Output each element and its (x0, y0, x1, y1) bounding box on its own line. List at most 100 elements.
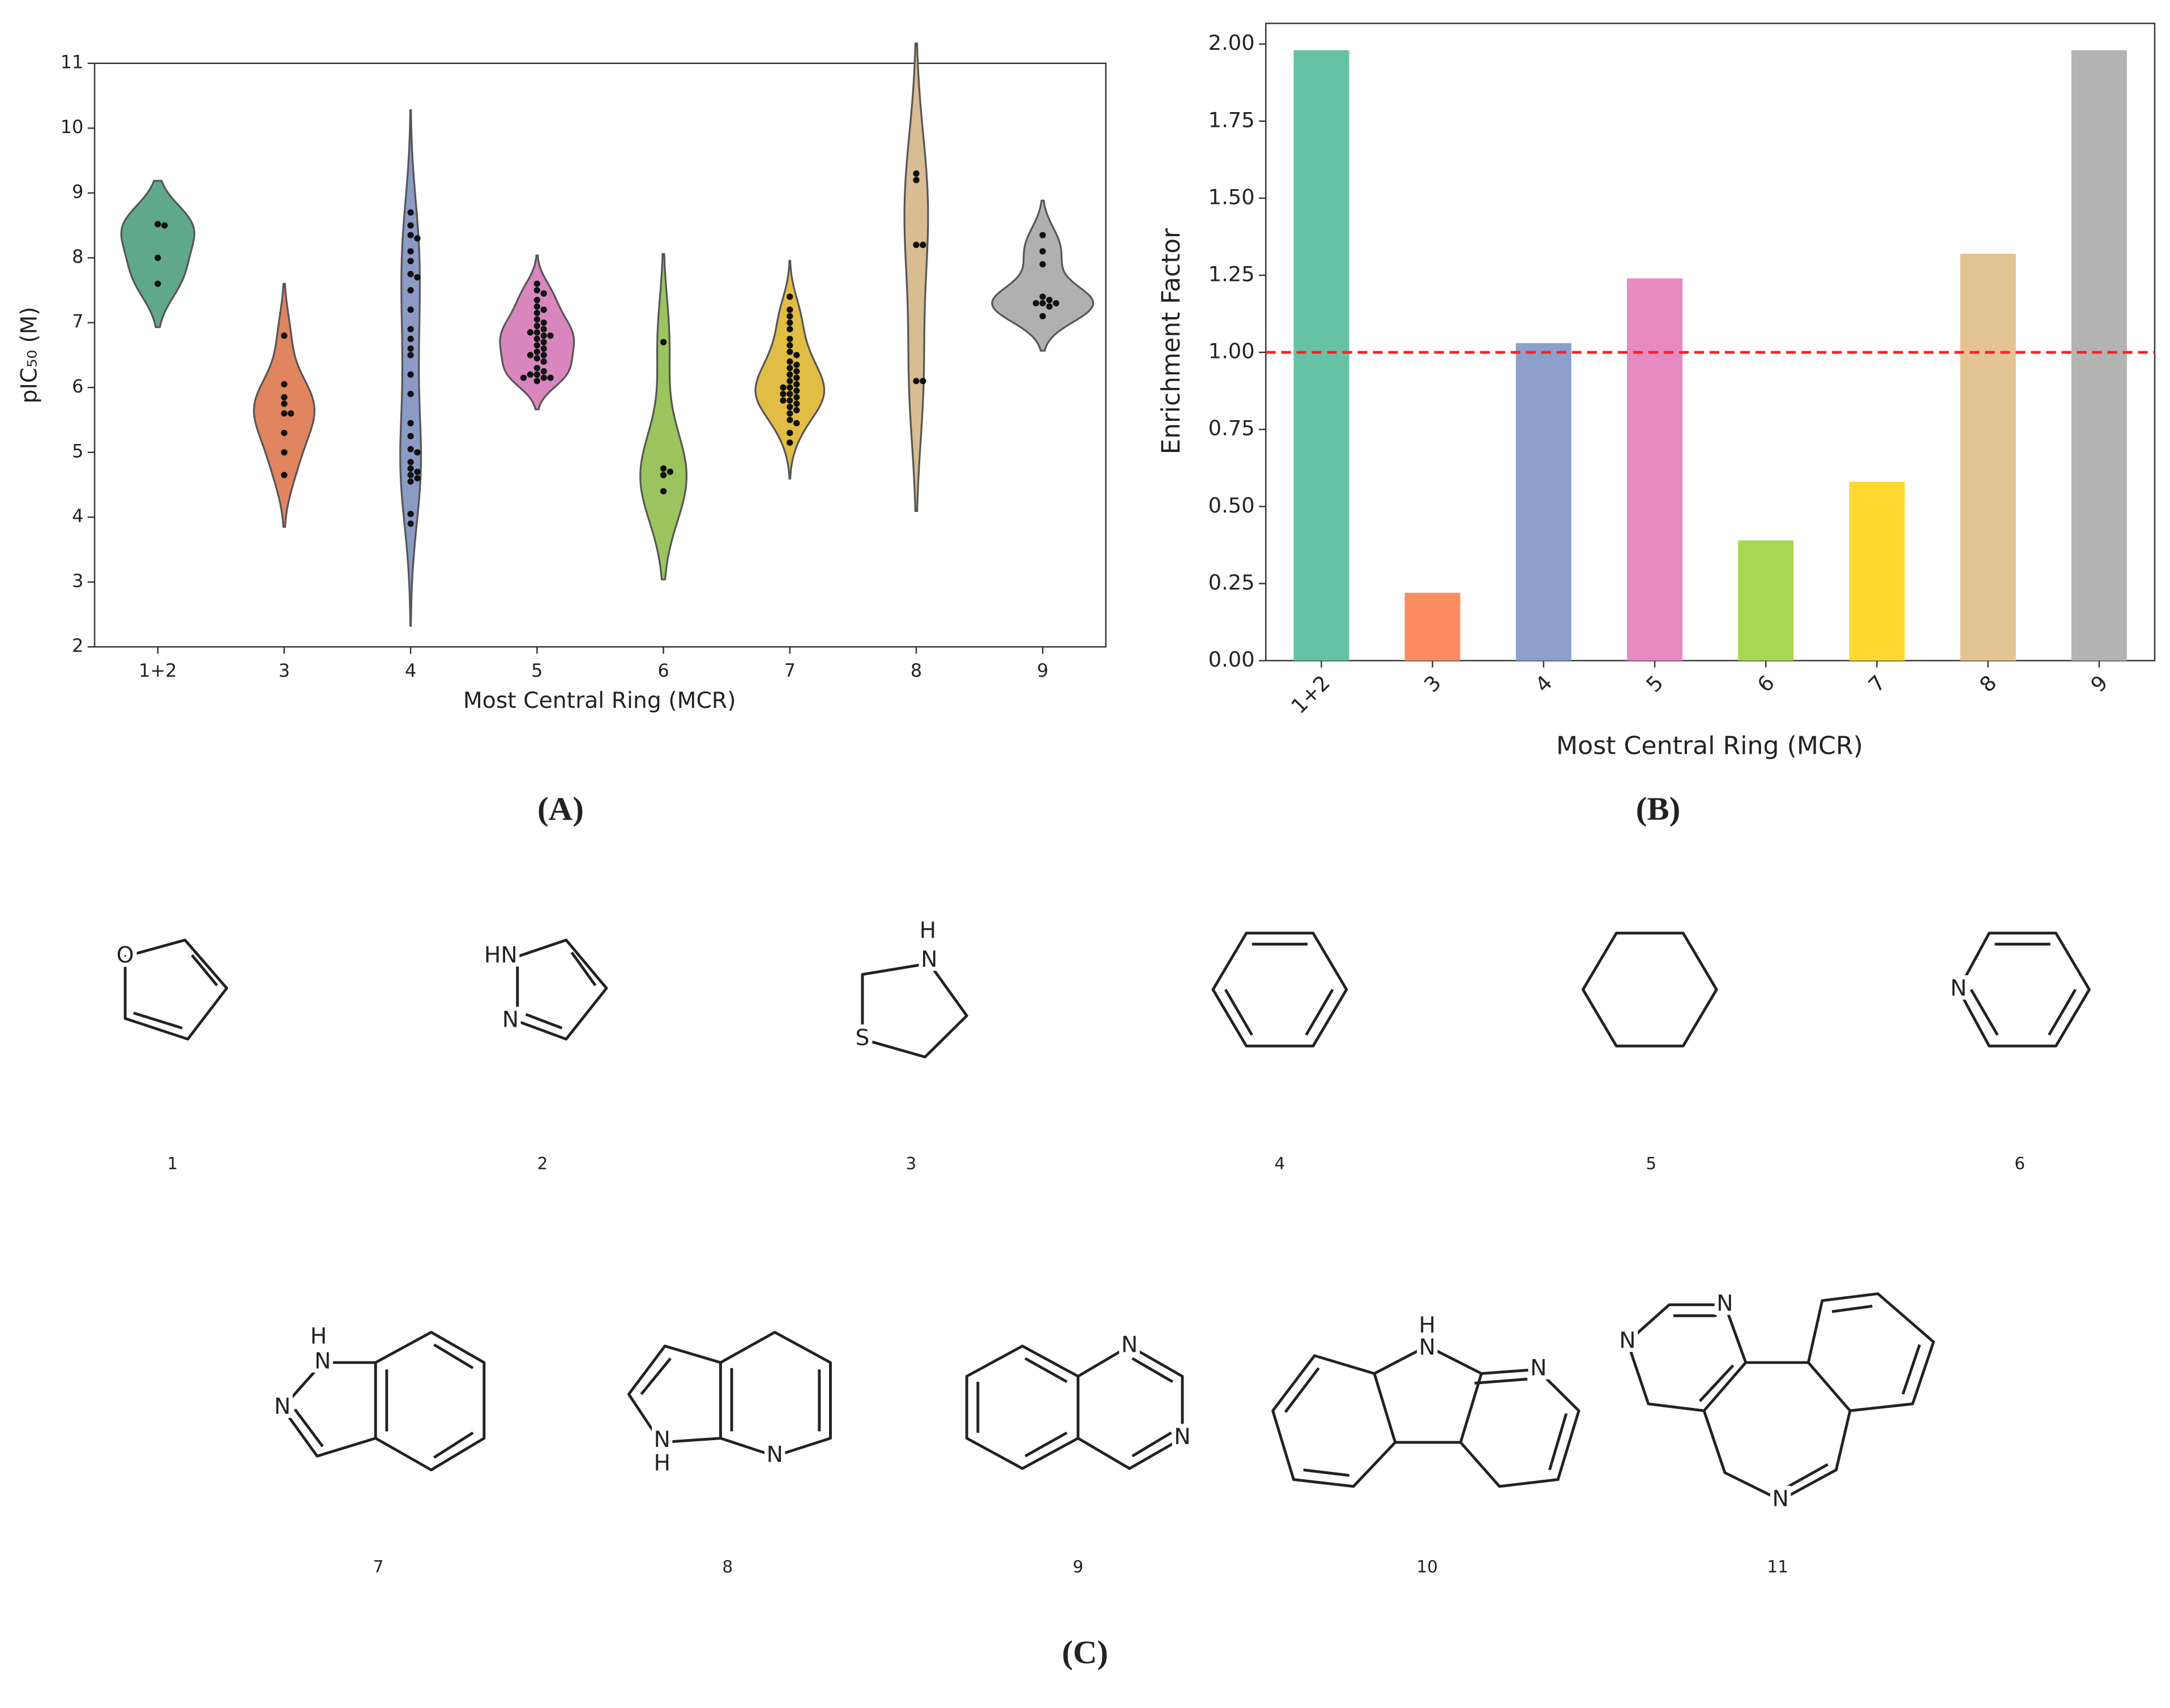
atom: O (117, 943, 134, 968)
bar (1738, 540, 1794, 661)
atom: N (767, 1442, 783, 1468)
y-tick-label: 11 (61, 53, 84, 73)
point (407, 248, 414, 255)
structure-label: 1 (167, 1154, 178, 1173)
point (414, 475, 421, 482)
molecule (627, 1331, 832, 1458)
point (913, 378, 920, 385)
point (793, 407, 800, 413)
point (787, 391, 793, 398)
y-tick-label: 9 (72, 182, 83, 203)
point (1039, 248, 1046, 255)
point (787, 397, 793, 404)
point (407, 420, 414, 426)
bar (2071, 50, 2127, 661)
point (1039, 293, 1046, 300)
structure-label: 6 (2014, 1154, 2025, 1173)
point (540, 332, 547, 339)
point (407, 222, 414, 229)
violin (639, 253, 687, 580)
point (780, 397, 787, 404)
point (1039, 313, 1046, 319)
point (540, 290, 547, 297)
point (787, 404, 793, 411)
point (533, 280, 540, 287)
point (154, 221, 161, 228)
point (281, 332, 288, 339)
molecule (1271, 1344, 1580, 1488)
y-tick-label: 0.25 (1208, 570, 1255, 595)
point (533, 355, 540, 362)
point (407, 459, 414, 466)
structure-label: 5 (1646, 1154, 1656, 1173)
point (920, 378, 926, 385)
y-tick-label: 6 (72, 377, 83, 397)
point (793, 381, 800, 388)
point (281, 381, 288, 388)
molecule (123, 938, 228, 1041)
point (161, 222, 168, 229)
point (787, 319, 793, 326)
point (1046, 297, 1053, 304)
point (288, 410, 294, 417)
point (407, 258, 414, 264)
point (414, 468, 421, 475)
x-tick-label: 6 (1753, 671, 1779, 697)
point (407, 326, 414, 332)
atom: N (1174, 1424, 1190, 1450)
atom: N (654, 1427, 670, 1453)
point (533, 322, 540, 330)
point (1039, 261, 1046, 268)
point (407, 232, 414, 238)
point (540, 352, 547, 358)
point (793, 420, 800, 426)
point (913, 177, 920, 183)
y-axis-title: pIC₅₀ (M) (16, 307, 42, 404)
point (533, 371, 540, 378)
point (533, 303, 540, 310)
point (540, 326, 547, 332)
atom: HN (484, 943, 518, 968)
point (414, 449, 421, 456)
molecule (861, 962, 968, 1058)
point (407, 345, 414, 352)
atom: N (1419, 1335, 1436, 1360)
point (407, 371, 414, 378)
panel-label: (C) (1062, 1634, 1108, 1671)
x-tick-label: 1+2 (139, 661, 177, 681)
panel-label: (B) (1636, 791, 1681, 827)
x-tick-label: 3 (1419, 671, 1446, 697)
molecule (1581, 932, 1718, 1048)
structure-label: 8 (722, 1557, 733, 1577)
point (540, 374, 547, 381)
point (1046, 303, 1053, 310)
bar (1960, 253, 2016, 661)
point (407, 446, 414, 452)
point (787, 371, 793, 378)
point (787, 293, 793, 300)
molecule (281, 1331, 486, 1471)
violin (120, 180, 195, 328)
point (913, 170, 920, 177)
molecule (965, 1344, 1184, 1470)
point (787, 429, 793, 436)
point (281, 400, 288, 407)
bar (1293, 50, 1349, 661)
point (540, 345, 547, 352)
x-tick-label: 9 (1037, 661, 1048, 681)
point (281, 410, 288, 417)
point (787, 306, 793, 313)
atom: H (310, 1324, 327, 1350)
y-tick-label: 0.50 (1208, 493, 1255, 518)
y-tick-label: 1.25 (1208, 262, 1255, 287)
point (920, 241, 926, 248)
point (540, 339, 547, 345)
point (787, 335, 793, 342)
molecule (516, 938, 608, 1041)
plot-frame-b (1265, 23, 2156, 661)
point (407, 391, 414, 398)
point (533, 297, 540, 304)
point (787, 378, 793, 385)
point (787, 348, 793, 355)
